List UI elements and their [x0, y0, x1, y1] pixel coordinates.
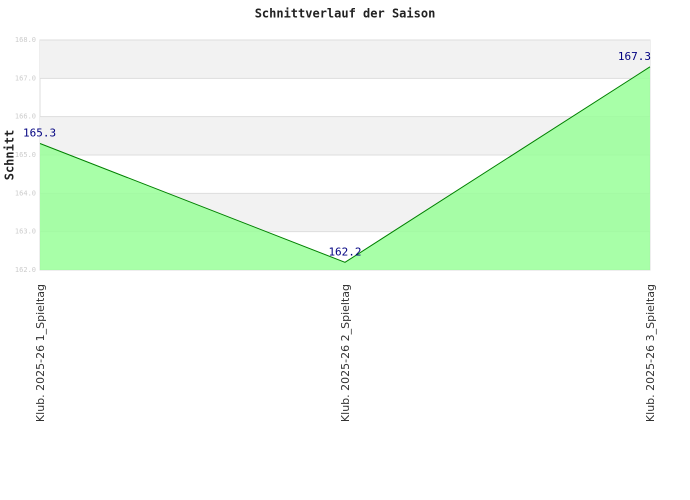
value-label: 162.2: [328, 245, 361, 258]
y-tick-label: 168.0: [15, 36, 36, 44]
y-tick-label: 162.0: [15, 266, 36, 274]
y-tick-label: 166.0: [15, 113, 36, 121]
x-tick-label: Klub. 2025-26 3_Spieltag: [644, 284, 657, 422]
x-tick-label: Klub. 2025-26 2_Spieltag: [339, 284, 352, 422]
y-axis-label: Schnitt: [3, 130, 17, 181]
line: [39, 66, 651, 263]
y-tick-label: 165.0: [15, 151, 36, 159]
y-tick-label: 164.0: [15, 189, 36, 197]
grid-band: [40, 40, 650, 79]
y-tick-label: 163.0: [15, 228, 36, 236]
x-tick-label: Klub. 2025-26 1_Spieltag: [34, 284, 47, 422]
area: [40, 66, 650, 270]
chart-title: Schnittverlauf der Saison: [255, 7, 436, 21]
y-tick-label: 167.0: [15, 74, 36, 82]
value-label: 165.3: [23, 127, 56, 140]
value-label: 167.3: [618, 50, 651, 63]
